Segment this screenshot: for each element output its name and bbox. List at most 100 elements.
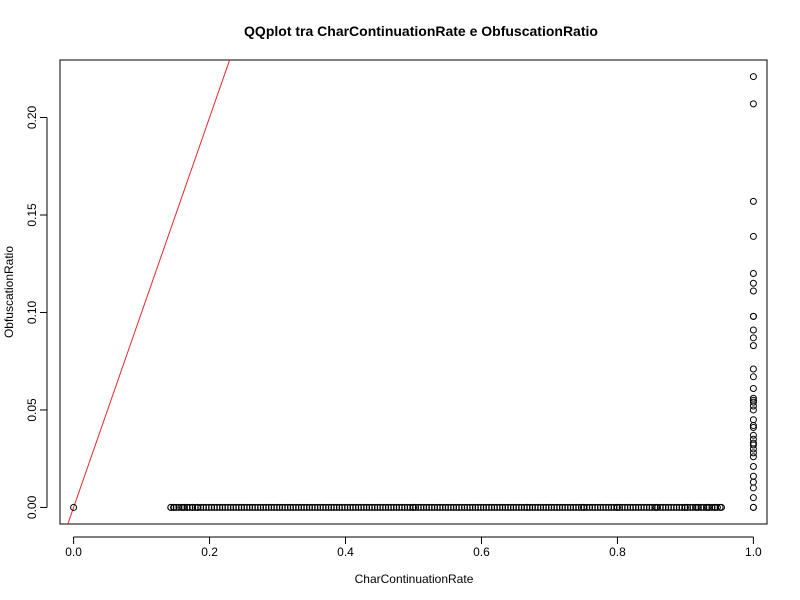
data-point — [338, 503, 346, 511]
data-point — [594, 503, 602, 511]
y-axis-label: ObfuscationRatio — [2, 246, 16, 338]
data-point — [379, 503, 387, 511]
data-point — [499, 503, 507, 511]
data-point — [344, 503, 352, 511]
data-point — [417, 503, 425, 511]
data-point — [520, 503, 528, 511]
data-point — [308, 503, 316, 511]
data-point — [259, 503, 267, 511]
data-point — [637, 503, 645, 511]
data-point — [357, 503, 365, 511]
chart-title: QQplot tra CharContinuationRate e Obfusc… — [244, 23, 598, 39]
data-point — [749, 365, 757, 373]
data-point — [599, 503, 607, 511]
data-point — [333, 503, 341, 511]
data-point — [488, 503, 496, 511]
data-point — [289, 503, 297, 511]
data-point — [319, 503, 327, 511]
data-point — [406, 503, 414, 511]
data-point — [410, 503, 417, 511]
data-point — [257, 503, 265, 511]
data-point — [659, 503, 667, 511]
data-point — [246, 503, 254, 511]
x-axis-label: CharContinuationRate — [355, 572, 474, 586]
data-point — [431, 503, 439, 511]
data-point — [490, 503, 498, 511]
data-point — [208, 503, 216, 511]
data-point — [335, 503, 343, 511]
y-tick-label: 0.00 — [25, 495, 39, 519]
data-point — [371, 503, 379, 511]
data-point — [420, 503, 428, 511]
data-point — [749, 462, 757, 470]
data-point — [227, 503, 235, 511]
data-point — [354, 503, 362, 511]
data-point — [382, 503, 390, 511]
data-point — [681, 503, 689, 511]
data-point — [447, 503, 455, 511]
data-point — [683, 503, 691, 511]
data-point — [496, 503, 504, 511]
data-point — [441, 503, 449, 511]
data-point — [708, 503, 716, 511]
data-point — [463, 503, 471, 511]
data-point — [210, 503, 218, 511]
data-point — [749, 342, 757, 350]
data-point — [632, 503, 640, 511]
data-point — [697, 503, 705, 511]
data-point — [553, 503, 561, 511]
data-point — [265, 503, 273, 511]
reference-line — [67, 60, 231, 524]
data-point — [648, 503, 656, 511]
data-point — [561, 503, 569, 511]
data-point — [218, 503, 226, 511]
data-point — [216, 503, 224, 511]
data-point — [626, 503, 634, 511]
data-point — [284, 503, 292, 511]
data-point — [439, 503, 447, 511]
data-point — [422, 503, 430, 511]
data-point — [749, 416, 757, 424]
data-point — [545, 503, 553, 511]
data-point — [717, 503, 725, 511]
data-point — [262, 503, 270, 511]
data-point — [537, 503, 545, 511]
data-point — [704, 503, 712, 511]
data-point — [621, 503, 629, 511]
data-point — [613, 503, 621, 511]
data-point — [602, 503, 610, 511]
data-point — [248, 503, 256, 511]
data-point — [316, 503, 324, 511]
data-point — [286, 503, 294, 511]
data-point — [618, 503, 626, 511]
data-point — [314, 503, 322, 511]
data-point — [550, 503, 558, 511]
data-point — [243, 503, 251, 511]
plot-area — [67, 60, 757, 524]
data-point — [482, 503, 490, 511]
data-point — [518, 503, 526, 511]
x-tick-label: 0.0 — [65, 545, 82, 559]
data-point — [667, 503, 675, 511]
data-point — [471, 503, 479, 511]
data-point — [172, 503, 180, 511]
data-point — [235, 503, 243, 511]
data-point — [327, 503, 335, 511]
data-point — [564, 503, 572, 511]
data-point — [493, 503, 501, 511]
data-point — [270, 503, 278, 511]
data-point — [670, 503, 678, 511]
data-point — [713, 503, 721, 511]
data-point — [466, 503, 474, 511]
data-point — [749, 422, 757, 430]
data-point — [444, 503, 452, 511]
data-point — [254, 503, 262, 511]
data-point — [202, 503, 210, 511]
data-point — [596, 503, 604, 511]
data-point — [179, 503, 187, 511]
data-point — [749, 326, 757, 334]
data-point — [276, 503, 284, 511]
data-point — [656, 503, 664, 511]
x-tick-label: 0.2 — [201, 545, 218, 559]
data-point — [387, 503, 395, 511]
